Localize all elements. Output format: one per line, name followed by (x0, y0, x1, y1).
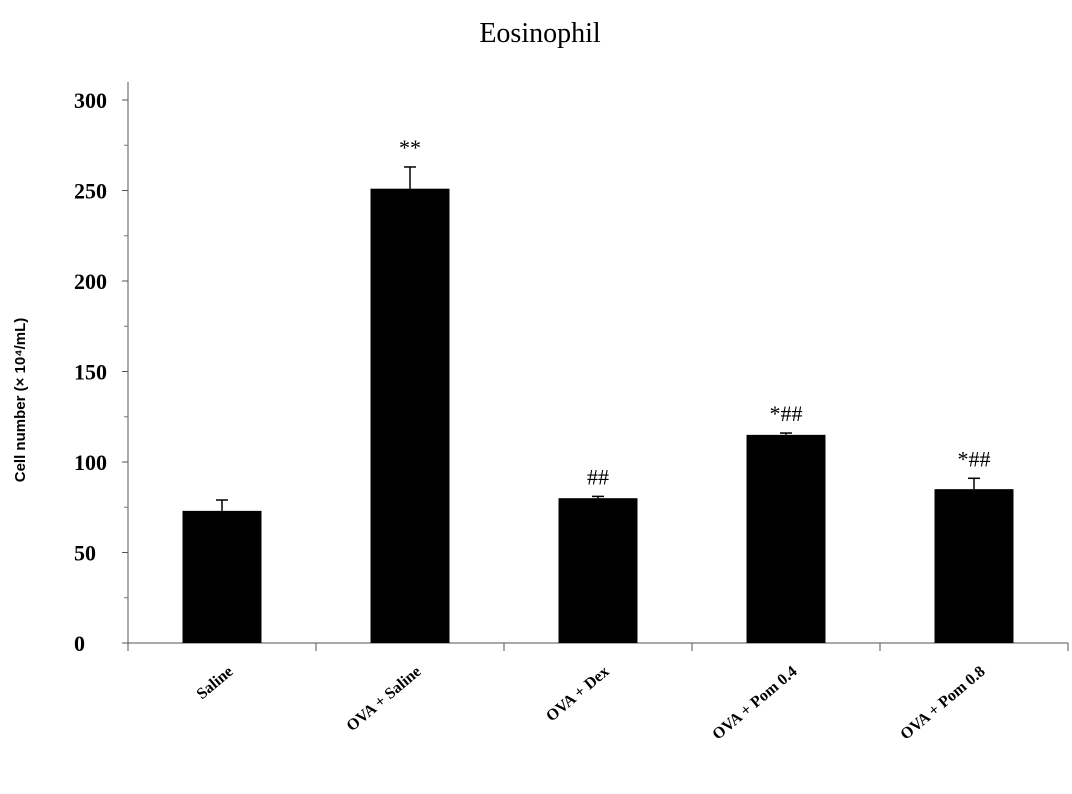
bar-3 (746, 434, 826, 643)
bars (182, 188, 1014, 643)
x-tick-label-1: OVA + Saline (344, 663, 425, 735)
y-axis-label: Cell number (× 10⁴/mL) (12, 318, 29, 483)
y-ticks: 0 50 100 150 200 250 300 (74, 88, 128, 656)
annotation-2: ## (587, 464, 609, 489)
bar-1 (370, 188, 450, 643)
annotation-1: ** (399, 135, 421, 160)
x-ticks (127, 643, 1069, 651)
y-tick-label: 100 (74, 450, 107, 475)
y-tick-label: 300 (74, 88, 107, 113)
bar-4 (934, 489, 1014, 643)
x-tick-label-0: Saline (194, 663, 237, 703)
chart-title: Eosinophil (479, 18, 601, 49)
bar-2 (558, 498, 638, 643)
x-tick-label-3: OVA + Pom 0.4 (709, 663, 800, 743)
x-tick-labels: Saline OVA + Saline OVA + Dex OVA + Pom 0.4… (194, 663, 989, 743)
y-tick-label: 250 (74, 179, 107, 204)
bar-0 (182, 510, 262, 643)
y-tick-label: 200 (74, 269, 107, 294)
error-bars (216, 166, 980, 511)
y-tick-label: 150 (74, 360, 107, 385)
y-tick-label: 50 (74, 541, 96, 566)
y-tick-label: 0 (74, 631, 85, 656)
significance-annotations: ** ## *## *## (399, 135, 991, 489)
annotation-4: *## (958, 446, 991, 471)
x-tick-label-2: OVA + Dex (543, 663, 612, 725)
x-tick-label-4: OVA + Pom 0.8 (897, 663, 988, 743)
annotation-3: *## (770, 401, 803, 426)
